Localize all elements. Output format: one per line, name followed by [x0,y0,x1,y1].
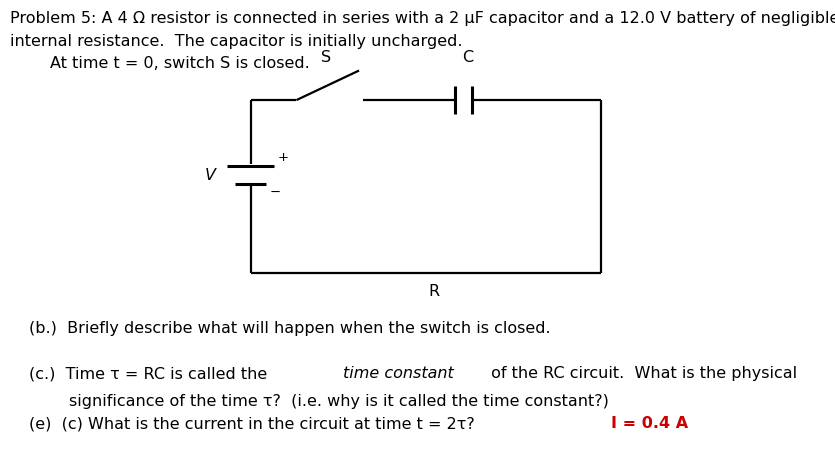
Text: V: V [205,168,215,182]
Text: of the RC circuit.  What is the physical: of the RC circuit. What is the physical [486,366,797,381]
Text: C: C [462,50,473,65]
Text: S: S [321,50,331,65]
Text: (c.)  Time τ = RC is called the: (c.) Time τ = RC is called the [29,366,272,381]
Text: internal resistance.  The capacitor is initially uncharged.: internal resistance. The capacitor is in… [10,34,463,49]
Text: time constant: time constant [343,366,454,381]
Text: (e)  (c) What is the current in the circuit at time t = 2τ?: (e) (c) What is the current in the circu… [29,416,480,431]
Text: +: + [278,151,289,164]
Text: At time t = 0, switch S is closed.: At time t = 0, switch S is closed. [50,56,310,71]
Text: R: R [428,284,440,299]
Text: −: − [270,186,281,199]
Text: I = 0.4 A: I = 0.4 A [611,416,688,431]
Text: significance of the time τ?  (i.e. why is it called the time constant?): significance of the time τ? (i.e. why is… [69,394,610,410]
Text: (b.)  Briefly describe what will happen when the switch is closed.: (b.) Briefly describe what will happen w… [29,321,551,336]
Text: Problem 5: A 4 Ω resistor is connected in series with a 2 μF capacitor and a 12.: Problem 5: A 4 Ω resistor is connected i… [10,11,835,26]
